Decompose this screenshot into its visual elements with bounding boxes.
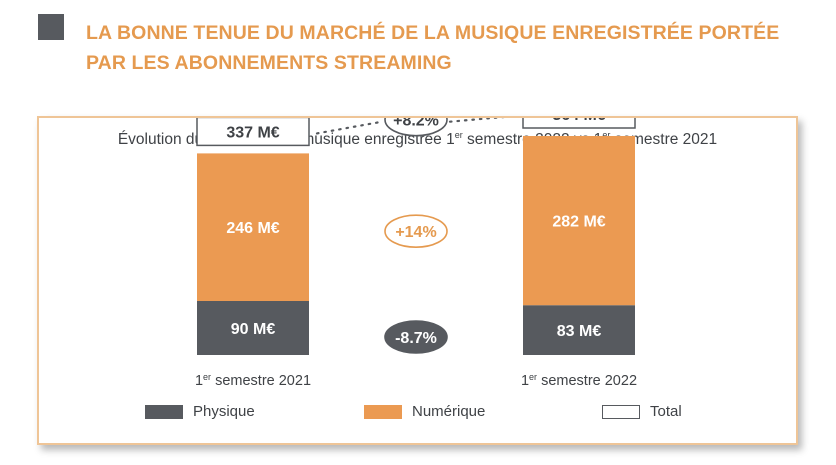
change-total-oval: [384, 118, 448, 137]
header-square-icon: [38, 14, 64, 40]
bar-physique: [197, 301, 309, 355]
bar-label-physique: 83 M€: [557, 323, 602, 340]
chart-title-sup: er: [602, 130, 611, 140]
bar-label-physique: 90 M€: [231, 321, 276, 338]
chart-title-sup: er: [454, 130, 463, 140]
legend-item-total: Total: [602, 403, 682, 420]
legend-item-numerique: Numérique: [364, 403, 485, 420]
legend-swatch-numerique: [364, 404, 402, 419]
category-label: 1er semestre 2021: [195, 372, 311, 389]
bar-numerique: [523, 136, 635, 306]
page-title: LA BONNE TENUE DU MARCHÉ DE LA MUSIQUE E…: [86, 22, 780, 74]
bar-label-numerique: 246 M€: [226, 220, 279, 237]
chart-title-part: semestre 2021: [610, 131, 718, 149]
category-label: 1er semestre 2022: [521, 372, 637, 389]
chart-panel: Évolution du marché de la musique enregi…: [37, 116, 798, 445]
change-numerique-label: +14%: [395, 224, 436, 241]
legend-item-physique: Physique: [145, 403, 255, 420]
change-physique-oval: [384, 320, 448, 354]
legend-swatch-physique: [145, 404, 183, 419]
total-box: [196, 118, 310, 147]
dotted-connector: [448, 118, 505, 123]
change-physique-label: -8.7%: [395, 330, 437, 347]
total-box: [522, 118, 636, 129]
legend-label-total: Total: [650, 403, 682, 420]
legend-swatch-total: [602, 404, 640, 419]
bar-numerique: [197, 153, 309, 301]
total-label: 337 M€: [226, 124, 279, 141]
legend-label-physique: Physique: [193, 403, 255, 420]
total-label: 364 M€: [552, 118, 605, 124]
bar-label-numerique: 282 M€: [552, 214, 605, 231]
change-total-label: +8.2%: [393, 118, 439, 130]
legend-label-numerique: Numérique: [412, 403, 486, 420]
change-numerique-oval: [384, 214, 448, 248]
stacked-bar-chart: 90 M€ 246 M€ 337 M€ 1er semestre 2021 83 M€ 2…: [195, 118, 637, 389]
dotted-connector: [315, 120, 384, 135]
bar-physique: [523, 305, 635, 355]
chart-legend: Physique Numérique Total: [39, 403, 796, 425]
